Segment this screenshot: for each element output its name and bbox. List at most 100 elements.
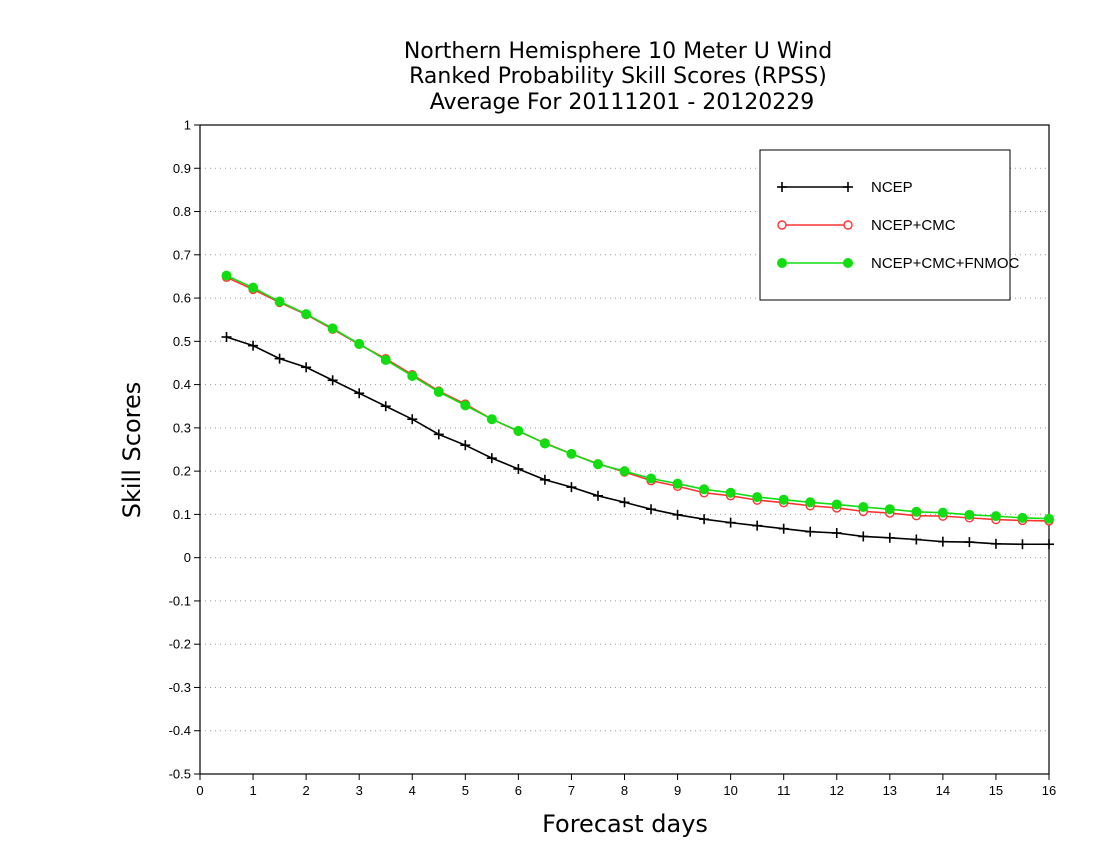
legend: NCEP NCEP+CMC NCEP+CMC+FNMOC bbox=[759, 149, 1020, 301]
x-axis-label: Forecast days bbox=[542, 810, 708, 838]
data-point bbox=[433, 386, 444, 397]
data-point bbox=[327, 375, 338, 386]
data-point bbox=[964, 537, 975, 548]
data-point bbox=[884, 504, 895, 515]
data-point bbox=[831, 499, 842, 510]
y-tick-label: 0.6 bbox=[173, 291, 191, 306]
x-tick-label: 10 bbox=[723, 783, 737, 798]
legend-label: NCEP+CMC bbox=[871, 217, 956, 234]
legend-label: NCEP bbox=[871, 179, 913, 196]
y-tick-label: 0.5 bbox=[173, 334, 191, 349]
data-point bbox=[274, 296, 285, 307]
data-point bbox=[699, 484, 710, 495]
x-tick-label: 4 bbox=[409, 783, 416, 798]
y-tick-label: 0.1 bbox=[173, 507, 191, 522]
data-point bbox=[672, 509, 683, 520]
data-point bbox=[752, 492, 763, 503]
x-tick-label: 5 bbox=[462, 783, 469, 798]
x-tick-label: 11 bbox=[777, 783, 791, 798]
series-1 bbox=[221, 272, 1054, 526]
data-point bbox=[646, 504, 657, 515]
x-tick-label: 13 bbox=[883, 783, 897, 798]
data-point bbox=[274, 353, 285, 364]
x-tick-label: 0 bbox=[196, 783, 203, 798]
data-point bbox=[672, 478, 683, 489]
data-point bbox=[619, 497, 630, 508]
series-line bbox=[226, 336, 1049, 546]
x-tick-label: 1 bbox=[249, 783, 256, 798]
data-point bbox=[619, 466, 630, 477]
data-point bbox=[805, 497, 816, 508]
legend-marker bbox=[777, 258, 787, 268]
y-tick-label: 0.7 bbox=[173, 247, 191, 262]
data-point bbox=[592, 459, 603, 470]
chart-title-line-1: Northern Hemisphere 10 Meter U Wind bbox=[404, 39, 832, 64]
legend-item: NCEP+CMC bbox=[777, 217, 956, 234]
chart-title: Northern Hemisphere 10 Meter U Wind Rank… bbox=[404, 39, 832, 115]
data-point bbox=[990, 511, 1001, 522]
data-point bbox=[646, 473, 657, 484]
data-point bbox=[858, 502, 869, 513]
data-point bbox=[486, 414, 497, 425]
data-point bbox=[407, 414, 418, 425]
data-point bbox=[301, 309, 312, 320]
data-point bbox=[752, 520, 763, 531]
legend-marker bbox=[843, 182, 853, 192]
data-point bbox=[725, 487, 736, 498]
series-line bbox=[226, 276, 1050, 522]
data-point bbox=[460, 400, 471, 411]
y-tick-label: -0.2 bbox=[169, 637, 191, 652]
y-tick-label: 0.8 bbox=[173, 204, 191, 219]
y-axis-label: Skill Scores bbox=[118, 382, 146, 519]
data-point bbox=[327, 323, 338, 334]
x-tick-label: 14 bbox=[936, 783, 950, 798]
data-point bbox=[699, 514, 710, 525]
data-point bbox=[566, 448, 577, 459]
data-point bbox=[433, 429, 444, 440]
y-tick-label: 0.2 bbox=[173, 464, 191, 479]
data-point bbox=[539, 438, 550, 449]
data-point bbox=[407, 370, 418, 381]
series-2 bbox=[221, 270, 1054, 524]
data-point bbox=[990, 538, 1001, 549]
y-tick-label: -0.1 bbox=[169, 593, 191, 608]
data-point bbox=[937, 536, 948, 547]
data-point bbox=[1017, 512, 1028, 523]
data-point bbox=[937, 507, 948, 518]
data-point bbox=[566, 482, 577, 493]
data-point bbox=[354, 388, 365, 399]
x-tick-label: 12 bbox=[830, 783, 844, 798]
x-tick-label: 2 bbox=[303, 783, 310, 798]
legend-item: NCEP bbox=[777, 179, 913, 196]
data-point bbox=[831, 528, 842, 539]
data-point bbox=[858, 531, 869, 542]
y-tick-label: 0.3 bbox=[173, 420, 191, 435]
series-line bbox=[226, 274, 1050, 520]
data-point bbox=[221, 270, 232, 281]
data-point bbox=[301, 362, 312, 373]
y-tick-label: 0.4 bbox=[173, 377, 191, 392]
chart-title-line-2: Ranked Probability Skill Scores (RPSS) bbox=[409, 64, 827, 89]
data-point bbox=[354, 338, 365, 349]
y-tick-label: 0 bbox=[184, 550, 191, 565]
data-point bbox=[248, 340, 259, 351]
legend-marker bbox=[843, 258, 853, 268]
x-tick-label: 8 bbox=[621, 783, 628, 798]
legend-label: NCEP+CMC+FNMOC bbox=[871, 255, 1020, 272]
data-point bbox=[964, 509, 975, 520]
x-tick-label: 3 bbox=[356, 783, 363, 798]
data-point bbox=[911, 506, 922, 517]
x-tick-label: 6 bbox=[515, 783, 522, 798]
y-tick-label: -0.4 bbox=[169, 723, 191, 738]
y-axis: -0.5 -0.4 -0.3 -0.2 -0.1 0 0.1 0.2 0.3 0.4 0.5 0.6 0… bbox=[169, 118, 200, 782]
data-point bbox=[1044, 539, 1054, 550]
y-tick-label: 1 bbox=[184, 118, 191, 133]
legend-marker bbox=[777, 220, 787, 230]
data-point bbox=[1044, 513, 1054, 524]
x-tick-label: 16 bbox=[1042, 783, 1056, 798]
data-point bbox=[460, 440, 471, 451]
y-tick-label: -0.3 bbox=[169, 680, 191, 695]
data-point bbox=[486, 453, 497, 464]
x-tick-label: 15 bbox=[989, 783, 1003, 798]
